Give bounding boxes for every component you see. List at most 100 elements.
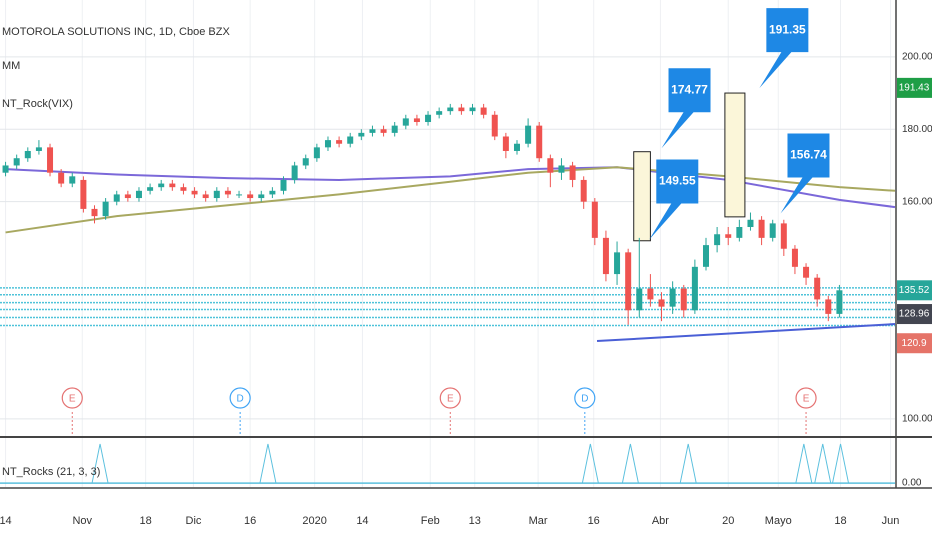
candle-body <box>803 266 810 278</box>
candle-body <box>702 245 709 267</box>
candle-body <box>369 129 376 133</box>
y-tick-label: 160.00 <box>902 196 932 207</box>
x-tick-label: Dic <box>186 515 202 527</box>
candle-body <box>780 223 787 249</box>
x-tick-label: 18 <box>140 515 152 527</box>
callout <box>759 8 809 89</box>
candle-body <box>313 147 320 159</box>
candle-body <box>714 234 721 246</box>
candle-body <box>280 179 287 191</box>
candle-body <box>469 107 476 112</box>
chart-title: MOTOROLA SOLUTIONS INC, 1D, Cboe BZX <box>2 26 230 38</box>
candle-body <box>658 299 665 307</box>
candle-body <box>58 172 65 184</box>
oscillator-title: NT_Rocks (21, 3, 3) <box>2 466 100 478</box>
candle-body <box>825 299 832 314</box>
candle-body <box>580 179 587 202</box>
candle-body <box>836 290 843 314</box>
x-tick-label: 16 <box>244 515 256 527</box>
candle-body <box>547 158 554 173</box>
candle-body <box>447 107 454 112</box>
candle-body <box>602 237 609 275</box>
candle-body <box>536 125 543 159</box>
candle-body <box>436 111 443 115</box>
candle-body <box>180 187 187 191</box>
candle-body <box>124 194 131 199</box>
candle-body <box>769 223 776 238</box>
x-tick-label: 2020 <box>302 515 326 527</box>
callout <box>780 133 830 214</box>
x-tick-label: 13 <box>469 515 481 527</box>
price-tag <box>897 77 932 98</box>
event-marker <box>795 387 817 409</box>
candle-body <box>691 266 698 311</box>
candle-body <box>458 107 465 112</box>
price-tag <box>897 333 932 354</box>
candle-body <box>569 165 576 180</box>
event-marker <box>61 387 83 409</box>
oscillator-peak <box>832 443 850 484</box>
candle-body <box>158 183 165 188</box>
x-tick-label: Feb <box>421 515 440 527</box>
candle-body <box>614 252 621 275</box>
x-tick-label: Jun <box>882 515 900 527</box>
range-box <box>724 92 746 218</box>
y-tick-label: 0.00 <box>902 478 922 489</box>
candle-body <box>2 165 9 173</box>
candle-body <box>258 194 265 199</box>
callout <box>649 159 699 240</box>
candle-body <box>725 234 732 238</box>
oscillator-peak <box>581 443 599 484</box>
x-tick-label: Mar <box>529 515 548 527</box>
candle-body <box>13 158 20 166</box>
event-label: D <box>581 394 588 405</box>
event-label: D <box>237 394 244 405</box>
candle-body <box>69 176 76 184</box>
callout-label: 156.74 <box>790 148 827 162</box>
oscillator-peak <box>795 443 813 484</box>
price-tag <box>897 304 932 325</box>
candle-body <box>491 114 498 137</box>
range-box <box>633 151 651 242</box>
candle-body <box>191 190 198 195</box>
y-tick-label: 100.00 <box>902 414 932 425</box>
candle-body <box>291 165 298 180</box>
candle-body <box>680 288 687 311</box>
candle-body <box>791 248 798 267</box>
callout-label: 174.77 <box>671 82 708 96</box>
y-tick-label: 200.00 <box>902 51 932 62</box>
x-tick-label: Abr <box>652 515 669 527</box>
candle-body <box>513 143 520 151</box>
y-tick-label: 180.00 <box>902 124 932 135</box>
x-tick-label: 18 <box>834 515 846 527</box>
candle-body <box>358 132 365 137</box>
candle-body <box>413 118 420 123</box>
moving-average <box>596 323 896 343</box>
event-label: E <box>447 394 454 405</box>
oscillator-peak <box>621 443 639 484</box>
oscillator-peak <box>679 443 697 484</box>
candle-body <box>35 147 42 151</box>
candle-body <box>135 190 142 199</box>
candle-body <box>669 288 676 307</box>
candle-body <box>236 194 243 196</box>
candle-body <box>147 187 154 191</box>
callout-label: 191.35 <box>769 22 806 36</box>
candle-body <box>425 114 432 123</box>
candle-body <box>747 219 754 228</box>
candle-body <box>247 194 254 199</box>
event-label: E <box>803 394 810 405</box>
candle-body <box>80 179 87 209</box>
candle-body <box>625 252 632 311</box>
candle-body <box>202 194 209 199</box>
x-tick-label: Mayo <box>765 515 792 527</box>
price-tag-label: 120.9 <box>901 338 926 349</box>
event-marker <box>574 387 596 409</box>
candle-body <box>269 190 276 195</box>
candle-body <box>502 136 509 151</box>
indicator-label: MM <box>2 60 20 72</box>
candle-body <box>91 208 98 217</box>
event-label: E <box>69 394 76 405</box>
candle-body <box>525 125 532 144</box>
candle-body <box>224 190 231 195</box>
